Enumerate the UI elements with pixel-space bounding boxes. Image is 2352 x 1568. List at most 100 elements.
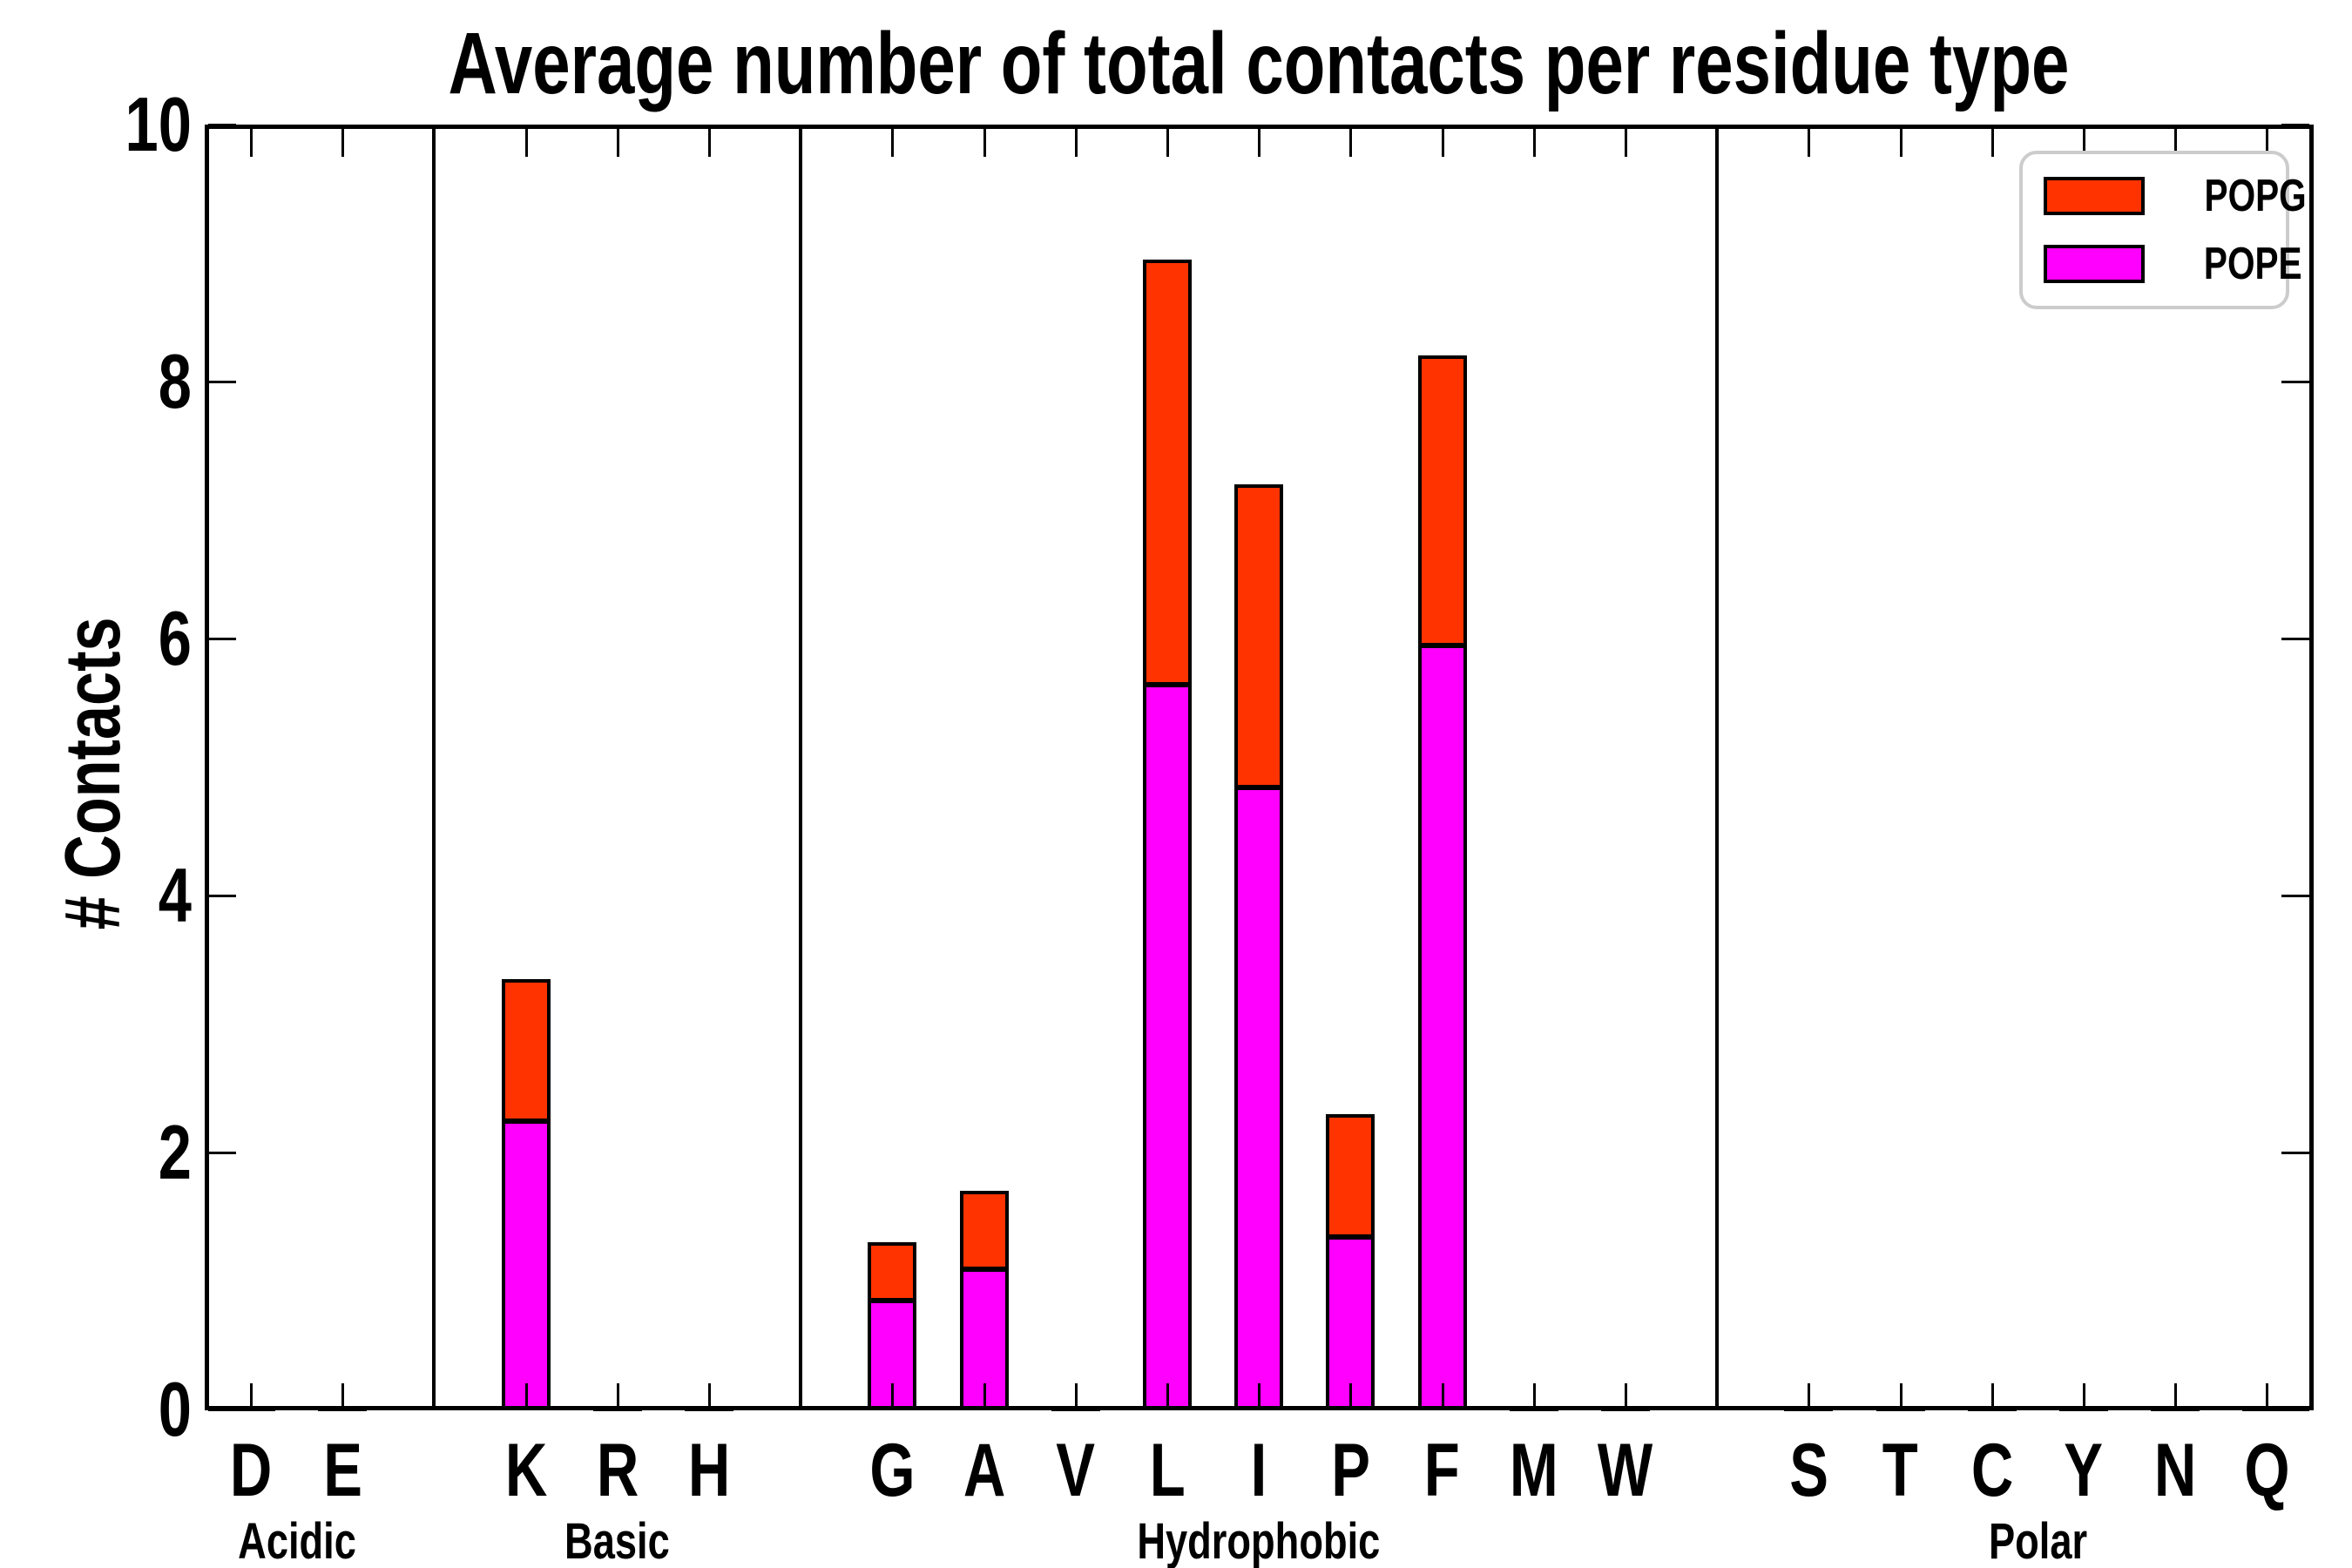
x-tick-label: S <box>1756 1433 1861 1508</box>
bar-L-popg-segment <box>1146 263 1188 687</box>
x-tick-label: N <box>2123 1433 2227 1508</box>
x-tick-label: L <box>1115 1433 1220 1508</box>
group-label-text: Hydrophobic <box>1137 1513 1381 1568</box>
x-tick-bottom <box>1532 1383 1536 1409</box>
y-tick-label: 8 <box>52 343 192 420</box>
y-tick-left <box>208 638 236 640</box>
x-tick-label-text: D <box>229 1429 273 1512</box>
y-tick-label: 10 <box>52 86 192 163</box>
x-tick-top <box>1990 128 1994 157</box>
x-tick-top <box>341 128 345 157</box>
group-label-basic: Basic <box>400 1516 835 1568</box>
x-tick-label-text: A <box>963 1429 1005 1512</box>
bar-K-popg-segment <box>504 983 547 1124</box>
y-tick-label: 0 <box>52 1371 192 1448</box>
y-tick-label-text: 6 <box>158 595 192 681</box>
y-tick-left <box>208 1152 236 1154</box>
x-tick-top <box>1349 128 1353 157</box>
x-tick-bottom <box>891 1383 895 1409</box>
x-tick-label-text: V <box>1056 1429 1096 1512</box>
x-tick-label: A <box>932 1433 1037 1508</box>
x-tick-top <box>1441 128 1444 157</box>
x-tick-bottom <box>1441 1383 1444 1409</box>
x-tick-bottom <box>1625 1383 1627 1409</box>
bar-G-popg-segment <box>871 1246 914 1303</box>
x-tick-bottom <box>341 1383 345 1409</box>
legend-swatch-popg <box>2044 177 2145 215</box>
x-tick-label-text: F <box>1424 1429 1461 1512</box>
y-tick-left <box>208 381 236 383</box>
bar-I-popg-segment <box>1238 488 1281 790</box>
bar-P <box>1326 1114 1375 1409</box>
x-tick-bottom <box>616 1383 619 1409</box>
legend-label-text: POPE <box>2203 239 2302 289</box>
group-label-hydrophobic: Hydrophobic <box>1041 1516 1477 1568</box>
y-tick-right <box>2281 638 2309 640</box>
x-tick-bottom <box>2174 1383 2178 1409</box>
legend-label: POPG <box>2190 173 2321 219</box>
y-tick-label: 6 <box>52 600 192 677</box>
bar-A-popg-segment <box>963 1194 1005 1272</box>
x-tick-top <box>524 128 528 157</box>
group-label-text: Polar <box>1988 1513 2087 1568</box>
x-tick-label: M <box>1482 1433 1586 1508</box>
y-tick-label-text: 10 <box>125 81 192 167</box>
y-tick-right <box>2281 124 2309 126</box>
x-tick-bottom <box>1166 1383 1169 1409</box>
y-tick-left <box>208 895 236 897</box>
x-tick-label: E <box>290 1433 395 1508</box>
group-label-text: Acidic <box>237 1513 356 1568</box>
x-tick-bottom <box>1349 1383 1353 1409</box>
y-tick-left <box>208 1409 236 1411</box>
group-label-acidic: Acidic <box>79 1516 515 1568</box>
x-tick-label-text: H <box>687 1429 731 1512</box>
x-tick-bottom <box>2083 1383 2085 1409</box>
bar-L <box>1143 260 1192 1409</box>
bar-P-popg-segment <box>1329 1118 1372 1240</box>
x-tick-label-text: K <box>504 1429 547 1512</box>
y-tick-label: 2 <box>52 1114 192 1191</box>
x-tick-label-text: R <box>596 1429 639 1512</box>
x-tick-bottom <box>2266 1383 2269 1409</box>
x-tick-label: G <box>840 1433 944 1508</box>
x-tick-label-text: Q <box>2244 1429 2290 1512</box>
y-tick-label-text: 4 <box>158 852 192 938</box>
y-tick-right <box>2281 1152 2309 1154</box>
x-tick-label-text: M <box>1509 1429 1558 1512</box>
y-tick-label: 4 <box>52 857 192 934</box>
y-tick-right <box>2281 1409 2309 1411</box>
x-tick-label: W <box>1573 1433 1678 1508</box>
x-tick-label: D <box>199 1433 303 1508</box>
y-tick-left <box>208 124 236 126</box>
bar-F <box>1417 355 1467 1409</box>
legend-item-popg: POPG <box>2044 173 2307 219</box>
x-tick-top <box>250 128 253 157</box>
x-tick-top <box>1166 128 1169 157</box>
x-tick-top <box>1258 128 1261 157</box>
y-tick-label-text: 2 <box>158 1109 192 1195</box>
x-tick-label-text: Y <box>2064 1429 2104 1512</box>
x-tick-bottom <box>708 1383 711 1409</box>
x-tick-label-text: W <box>1598 1429 1653 1512</box>
x-tick-label-text: N <box>2153 1429 2197 1512</box>
legend-item-pope: POPE <box>2044 241 2302 287</box>
group-divider <box>432 125 436 1410</box>
x-tick-label-text: E <box>322 1429 362 1512</box>
x-tick-top <box>616 128 619 157</box>
x-tick-label-text: P <box>1331 1429 1370 1512</box>
legend-swatch-pope <box>2044 245 2145 283</box>
bar-G <box>868 1242 917 1409</box>
y-tick-right <box>2281 895 2309 897</box>
x-tick-label: P <box>1298 1433 1402 1508</box>
x-tick-top <box>708 128 711 157</box>
x-tick-top <box>2266 128 2269 157</box>
group-divider <box>799 125 803 1410</box>
x-tick-label: F <box>1390 1433 1495 1508</box>
x-tick-label: C <box>1940 1433 2044 1508</box>
legend-label-text: POPG <box>2204 171 2307 221</box>
x-tick-label: K <box>474 1433 578 1508</box>
x-tick-label: Y <box>2031 1433 2136 1508</box>
x-tick-top <box>2174 128 2178 157</box>
legend: POPG POPE <box>2019 151 2307 309</box>
